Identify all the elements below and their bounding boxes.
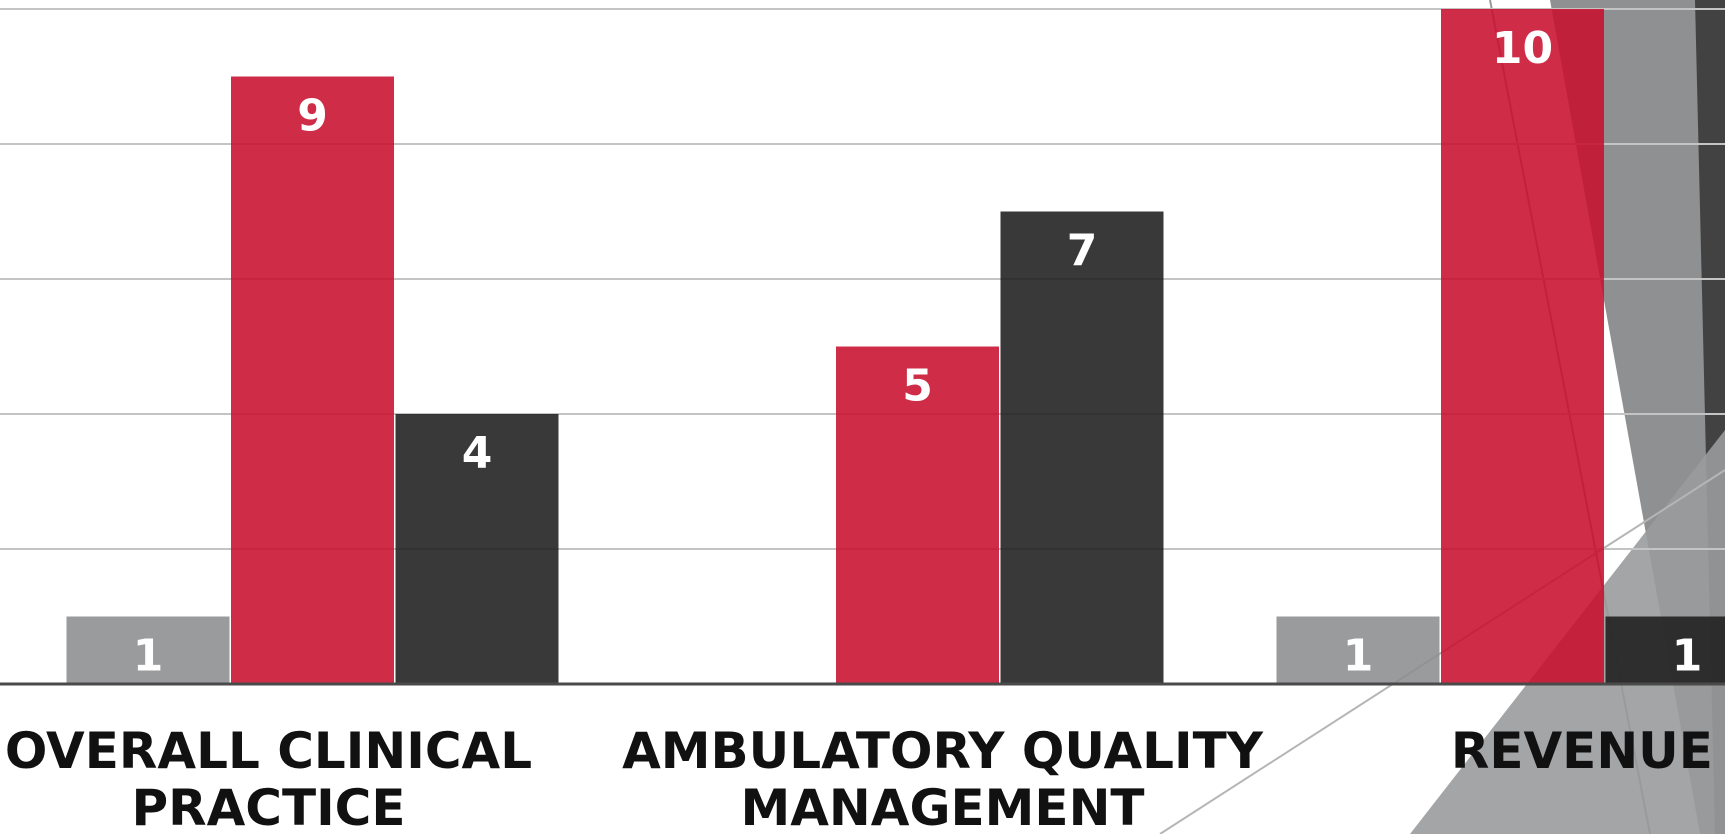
bar-value-label: 9 (297, 91, 328, 142)
bar (395, 414, 559, 684)
category-labels: OVERALL CLINICAL PRACTICE AMBULATORY QUALI… (5, 722, 1725, 834)
category-label: REVENUE CYCLE (1451, 722, 1725, 780)
bar-value-label: 7 (1067, 226, 1098, 277)
bar (231, 76, 394, 684)
bar-value-label: 4 (462, 428, 493, 479)
bar-value-label: 5 (902, 361, 933, 412)
bar (1605, 616, 1725, 684)
data-labels: 1 9 4 5 7 1 10 1 (133, 23, 1703, 682)
bar-value-label: 1 (1672, 631, 1703, 682)
bar (1441, 9, 1604, 684)
bar-value-label: 1 (133, 631, 164, 682)
bar-value-label: 10 (1492, 23, 1553, 74)
category-label: AMBULATORY QUALITY MANAGEMENT (622, 722, 1264, 834)
bar (1000, 211, 1164, 684)
bar-value-label: 1 (1343, 631, 1374, 682)
bar (836, 346, 999, 684)
bar (66, 616, 230, 684)
bars (66, 9, 1725, 684)
category-label: OVERALL CLINICAL PRACTICE (5, 722, 532, 834)
bar (1276, 616, 1440, 684)
